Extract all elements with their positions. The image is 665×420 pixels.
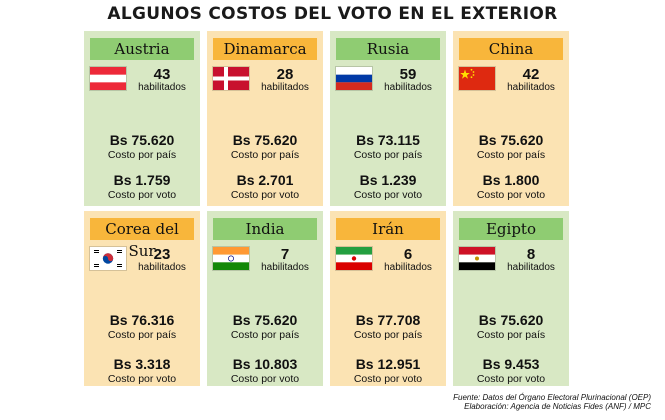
costo-pais-label: Costo por país xyxy=(107,329,177,341)
costo-pais-value: Bs 75.620 xyxy=(232,312,298,328)
costo-voto-label: Costo por voto xyxy=(107,373,177,385)
country-card-corea-del-sur: Corea del Sur 23 habilitados Bs 76.316 C… xyxy=(84,211,200,386)
costo-voto-value: Bs 12.951 xyxy=(355,356,421,372)
austria-flag-icon xyxy=(90,67,126,90)
country-card-egipto: Egipto 8 habilitados Bs 75.620 Costo por… xyxy=(453,211,569,386)
country-name: Egipto xyxy=(459,218,563,240)
costo-pais-value: Bs 75.620 xyxy=(232,132,298,148)
costo-voto-label: Costo por voto xyxy=(353,373,423,385)
costo-pais-value: Bs 76.316 xyxy=(109,312,175,328)
costo-pais-value: Bs 73.115 xyxy=(356,132,420,148)
country-card-india: India 7 habilitados Bs 75.620 Costo por … xyxy=(207,211,323,386)
infographic-title: ALGUNOS COSTOS DEL VOTO EN EL EXTERIOR xyxy=(107,4,558,24)
costo-pais-label: Costo por país xyxy=(476,329,546,341)
habilitados-count: 42 xyxy=(522,66,540,83)
costo-voto-label: Costo por voto xyxy=(353,189,423,201)
south-korea-flag-icon xyxy=(90,247,126,270)
country-name: Dinamarca xyxy=(213,38,317,60)
habilitados-label: habilitados xyxy=(261,262,309,273)
habilitados-label: habilitados xyxy=(261,82,309,93)
habilitados-count: 6 xyxy=(403,246,413,263)
costo-pais-label: Costo por país xyxy=(230,329,300,341)
habilitados-label: habilitados xyxy=(507,82,555,93)
costo-pais-value: Bs 77.708 xyxy=(355,312,421,328)
credit-line: Elaboración: Agencia de Noticias Fides (… xyxy=(464,402,651,411)
costo-pais-label: Costo por país xyxy=(353,329,423,341)
country-card-austria: Austria 43 habilitados Bs 75.620 Costo p… xyxy=(84,31,200,206)
costo-pais-value: Bs 75.620 xyxy=(478,312,544,328)
costo-pais-label: Costo por país xyxy=(353,149,423,161)
costo-voto-value: Bs 1.800 xyxy=(482,172,540,188)
habilitados-count: 23 xyxy=(153,246,171,263)
egypt-flag-icon xyxy=(459,247,495,270)
habilitados-label: habilitados xyxy=(138,82,186,93)
habilitados-count: 8 xyxy=(526,246,536,263)
country-card-dinamarca: Dinamarca 28 habilitados Bs 75.620 Costo… xyxy=(207,31,323,206)
source-credit: Fuente: Datos del Órgano Electoral Pluri… xyxy=(453,393,651,411)
russia-flag-icon xyxy=(336,67,372,90)
costo-voto-value: Bs 2.701 xyxy=(236,172,294,188)
country-name: India xyxy=(213,218,317,240)
china-flag-icon xyxy=(459,67,495,90)
costo-voto-label: Costo por voto xyxy=(476,189,546,201)
costo-voto-value: Bs 1.239 xyxy=(359,172,417,188)
country-card-china: China 42 habilitados Bs 75.620 Costo por… xyxy=(453,31,569,206)
habilitados-count: 59 xyxy=(399,66,417,83)
habilitados-label: habilitados xyxy=(384,82,432,93)
costo-voto-label: Costo por voto xyxy=(107,189,177,201)
costo-pais-label: Costo por país xyxy=(107,149,177,161)
country-name: Rusia xyxy=(336,38,440,60)
india-flag-icon xyxy=(213,247,249,270)
costo-voto-value: Bs 1.759 xyxy=(113,172,171,188)
habilitados-count: 28 xyxy=(276,66,294,83)
country-name: Irán xyxy=(336,218,440,240)
country-card-iran: Irán 6 habilitados Bs 77.708 Costo por p… xyxy=(330,211,446,386)
habilitados-label: habilitados xyxy=(384,262,432,273)
country-name: Austria xyxy=(90,38,194,60)
costo-pais-label: Costo por país xyxy=(476,149,546,161)
costo-pais-label: Costo por país xyxy=(230,149,300,161)
source-line: Fuente: Datos del Órgano Electoral Pluri… xyxy=(453,393,651,402)
country-card-rusia: Rusia 59 habilitados Bs 73.115 Costo por… xyxy=(330,31,446,206)
costo-voto-value: Bs 9.453 xyxy=(482,356,540,372)
country-name: China xyxy=(459,38,563,60)
costo-voto-label: Costo por voto xyxy=(230,189,300,201)
habilitados-label: habilitados xyxy=(138,262,186,273)
habilitados-count: 7 xyxy=(280,246,290,263)
habilitados-count: 43 xyxy=(153,66,171,83)
country-name: Corea del Sur xyxy=(90,218,194,260)
costo-voto-value: Bs 10.803 xyxy=(232,356,298,372)
costo-voto-label: Costo por voto xyxy=(230,373,300,385)
costo-pais-value: Bs 75.620 xyxy=(478,132,544,148)
costo-pais-value: Bs 75.620 xyxy=(109,132,175,148)
costo-voto-value: Bs 3.318 xyxy=(113,356,171,372)
denmark-flag-icon xyxy=(213,67,249,90)
costo-voto-label: Costo por voto xyxy=(476,373,546,385)
habilitados-label: habilitados xyxy=(507,262,555,273)
iran-flag-icon xyxy=(336,247,372,270)
